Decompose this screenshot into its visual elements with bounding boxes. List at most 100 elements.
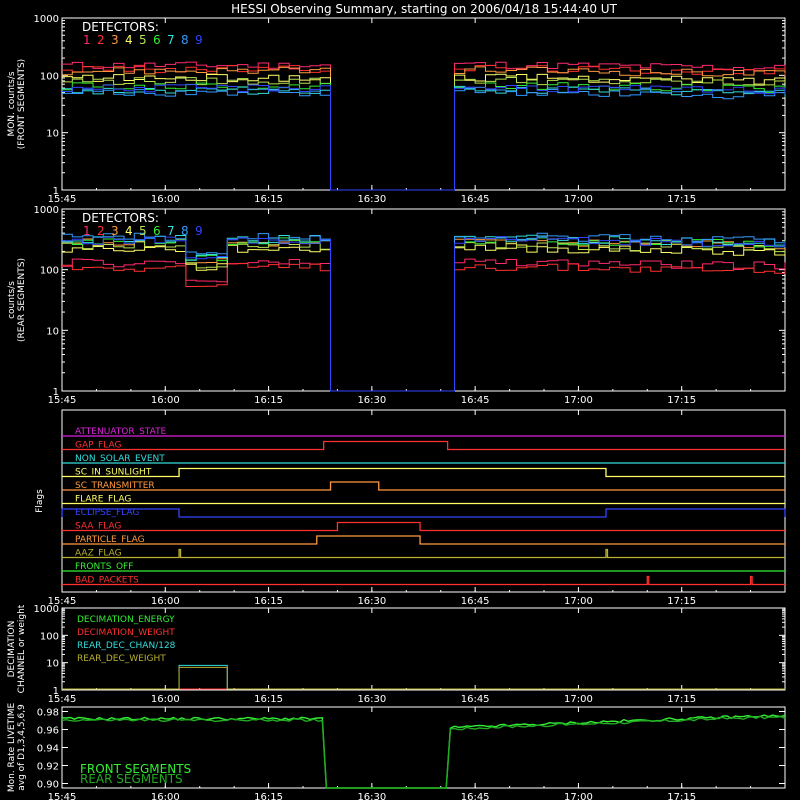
flag-label: SC_IN_SUNLIGHT [75,468,152,478]
x-tick-label: 16:00 [151,194,180,205]
flag-label: SAA_FLAG [75,522,121,532]
decimation-legend-entry: REAR_DEC_WEIGHT [77,654,166,664]
legend-entry-detector-6: 6 [153,224,161,238]
y-tick-label: 0.94 [37,744,59,755]
legend-entry-detector-7: 7 [167,224,175,238]
legend-entry-detector-3: 3 [111,224,119,238]
figure-title: HESSI Observing Summary, starting on 200… [231,2,617,16]
panel-frame-flags [61,409,786,593]
flag-line-aaz-flag [62,548,785,559]
x-tick-label: 16:00 [151,792,180,800]
x-tick-label: 16:00 [151,694,180,705]
flag-label: FLARE_FLAG [75,495,131,505]
flag-line-eclipse-flag [61,508,786,518]
x-tick-label: 16:45 [461,694,490,705]
y-tick-label: 1 [53,686,59,697]
flag-label: GAP_FLAG [75,441,121,451]
flag-label: ATTENUATOR_STATE [75,427,167,437]
y-tick-label: 1000 [34,14,59,25]
x-tick-label: 16:00 [151,596,180,607]
x-tick-label: 16:45 [461,792,490,800]
x-tick-label: 15:45 [48,395,77,406]
legend-title-front: DETECTORS: [82,20,159,34]
legend-entry-detector-9: 9 [195,33,203,47]
y-axis-label-decimation: DECIMATION [7,621,17,678]
x-tick-label: 16:15 [254,792,283,800]
flag-line-particle-flag [62,535,785,545]
x-tick-label: 16:15 [254,694,283,705]
x-tick-label: 15:45 [48,194,77,205]
x-tick-label: 17:00 [564,194,593,205]
detector-9-series-rear [62,236,786,392]
flag-label: PARTICLE_FLAG [75,535,145,545]
legend-entry-detector-2: 2 [97,224,105,238]
legend-entry-detector-6: 6 [153,33,161,47]
flag-label: SC_TRANSMITTER [75,481,155,491]
legend-entry-detector-9: 9 [195,224,203,238]
flag-line-sc-in-sunlight [62,467,785,478]
flag-label: AAZ_FLAG [75,549,122,559]
x-tick-label: 17:15 [667,194,696,205]
x-tick-label: 16:30 [357,792,386,800]
decimation-legend-entry: DECIMATION_ENERGY [77,615,175,625]
decimation-legend-entry: REAR_DEC_CHAN/128 [77,641,176,651]
x-tick-label: 16:30 [357,395,386,406]
detector-9-series-front [62,84,786,191]
y-axis-label-rear: counts/s [7,281,17,319]
x-tick-label: 16:15 [254,395,283,406]
legend-entry-detector-1: 1 [83,33,91,47]
x-tick-label: 16:15 [254,194,283,205]
x-tick-label: 17:15 [667,792,696,800]
x-tick-label: 16:45 [461,596,490,607]
legend-entry-detector-8: 8 [181,224,189,238]
y-tick-label: 1000 [34,604,59,615]
decimation-series-rear-dec-weight [62,666,785,690]
x-tick-label: 16:15 [254,596,283,607]
y-tick-label: 0.98 [37,708,59,719]
x-tick-label: 17:00 [564,694,593,705]
x-tick-label: 17:15 [667,694,696,705]
legend-entry-detector-4: 4 [125,33,133,47]
x-tick-label: 16:45 [461,194,490,205]
y-tick-label: 100 [40,266,59,277]
x-tick-label: 16:30 [357,596,386,607]
flag-line-gap-flag [62,440,785,451]
legend-entry-detector-7: 7 [167,33,175,47]
y-tick-label: 0.92 [37,762,59,773]
x-tick-label: 15:45 [48,694,77,705]
flag-line-bad-packets [62,575,785,586]
x-tick-label: 17:15 [667,395,696,406]
y-tick-label: 1000 [34,205,59,216]
legend-entry-detector-1: 1 [83,224,91,238]
y-tick-label: 0.96 [37,726,59,737]
x-tick-label: 16:00 [151,395,180,406]
flag-label: ECLIPSE_FLAG [75,508,139,518]
flag-label: FRONTS_OFF [75,562,133,572]
y-tick-label: 10 [46,659,59,670]
x-tick-label: 15:45 [48,792,77,800]
x-tick-label: 17:15 [667,596,696,607]
flag-line-sc-transmitter [62,481,785,491]
x-tick-label: 16:30 [357,194,386,205]
y-tick-label: 10 [46,129,59,140]
x-tick-label: 16:30 [357,694,386,705]
legend-title-rear: DETECTORS: [82,211,159,225]
y-axis-label-flags: Flags [35,489,45,513]
y-tick-label: 100 [40,71,59,82]
y-tick-label: 1 [53,387,59,398]
legend-entry-detector-4: 4 [125,224,133,238]
y-tick-label: 10 [46,326,59,337]
y-tick-label: 0.90 [37,780,59,791]
legend-entry-detector-8: 8 [181,33,189,47]
livetime-legend-entry: REAR SEGMENTS [80,772,183,786]
legend-entry-detector-3: 3 [111,33,119,47]
flag-label: BAD_PACKETS [75,576,139,586]
y-axis-label-livetime: Mon. Rate LIVETIME [7,703,17,793]
plot-layer: 15:45 16:00 16:15 16:30 16:45 17:00 17:15 MON. … [7,14,786,800]
legend-entry-detector-2: 2 [97,33,105,47]
x-tick-label: 15:45 [48,596,77,607]
y-axis-label-decimation: CHANNEL or weight [17,604,27,693]
x-tick-label: 17:00 [564,792,593,800]
decimation-legend-entry: DECIMATION_WEIGHT [77,628,175,638]
